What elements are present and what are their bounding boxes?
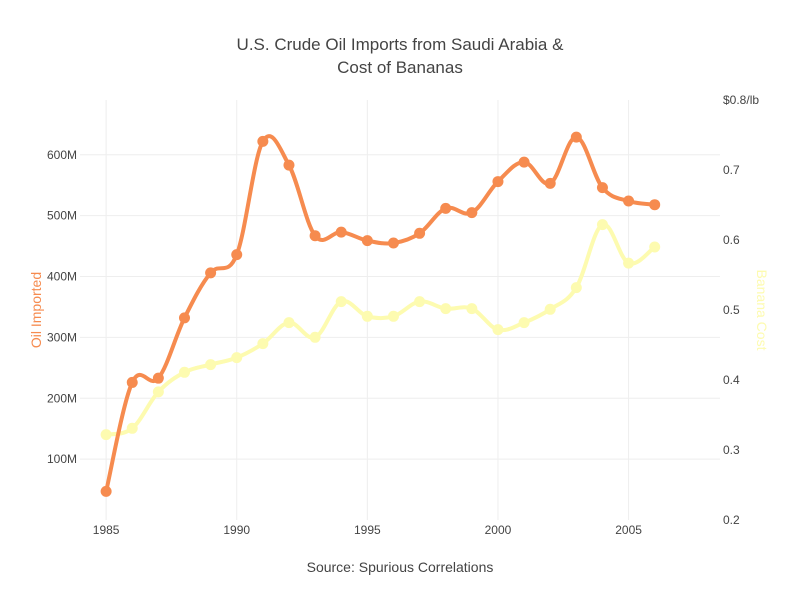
y-right-tick-label: 0.2 [723,513,740,527]
chart-title-line-2: Cost of Bananas [337,58,463,77]
series-banana-cost [100,219,661,441]
data-point[interactable] [414,227,426,239]
y-left-tick-label: 600M [47,148,77,162]
x-tick-label: 2005 [615,523,642,537]
y-right-tick-label: 0.4 [723,373,740,387]
y-axis-right-ticks: 0.2 0.3 0.4 0.5 0.6 0.7 $0.8/lb [723,93,759,527]
data-point[interactable] [231,249,243,261]
data-point[interactable] [100,429,112,441]
data-point[interactable] [414,296,426,308]
data-point[interactable] [518,156,530,168]
data-point[interactable] [387,310,399,322]
x-tick-label: 1995 [354,523,381,537]
data-point[interactable] [649,241,661,253]
data-point[interactable] [126,376,138,388]
series-line [104,134,657,494]
grid [80,100,720,520]
data-point[interactable] [623,257,635,269]
data-point[interactable] [544,177,556,189]
x-axis-ticks: 1985 1990 1995 2000 2005 [93,523,642,537]
data-point[interactable] [440,303,452,315]
y-left-tick-label: 200M [47,391,77,405]
data-point[interactable] [518,317,530,329]
x-tick-label: 1985 [93,523,120,537]
chart-title-line-1: U.S. Crude Oil Imports from Saudi Arabia… [237,35,565,54]
data-point[interactable] [570,131,582,143]
data-point[interactable] [596,182,608,194]
data-point[interactable] [257,135,269,147]
y-right-tick-label: 0.3 [723,443,740,457]
y-axis-right-title: Banana Cost [754,270,770,351]
data-point[interactable] [205,267,217,279]
y-axis-left-ticks: 100M 200M 300M 400M 500M 600M [47,148,77,466]
data-point[interactable] [257,338,269,350]
data-point[interactable] [335,226,347,238]
data-point[interactable] [335,296,347,308]
data-point[interactable] [544,303,556,315]
data-point[interactable] [178,312,190,324]
series-line [104,222,657,437]
y-right-tick-label: 0.7 [723,163,740,177]
data-point[interactable] [387,237,399,249]
data-point[interactable] [309,230,321,242]
data-point[interactable] [623,195,635,207]
data-point[interactable] [492,176,504,188]
data-point[interactable] [361,235,373,247]
data-point[interactable] [596,219,608,231]
y-left-tick-label: 500M [47,209,77,223]
y-left-tick-label: 400M [47,270,77,284]
y-left-tick-label: 300M [47,330,77,344]
data-point[interactable] [466,207,478,219]
data-point[interactable] [126,422,138,434]
data-point[interactable] [152,372,164,384]
y-left-tick-label: 100M [47,452,77,466]
y-right-tick-label: $0.8/lb [723,93,759,107]
data-point[interactable] [152,386,164,398]
data-point[interactable] [570,282,582,294]
y-axis-left-title: Oil Imported [28,272,44,348]
data-point[interactable] [231,352,243,364]
data-point[interactable] [283,159,295,171]
data-point[interactable] [283,317,295,329]
x-tick-label: 1990 [223,523,250,537]
x-tick-label: 2000 [485,523,512,537]
data-point[interactable] [440,202,452,214]
y-right-tick-label: 0.6 [723,233,740,247]
data-point[interactable] [100,485,112,497]
data-point[interactable] [361,310,373,322]
series [100,131,661,497]
series-oil-imported [100,131,661,497]
source-caption: Source: Spurious Correlations [307,559,494,575]
chart-title: U.S. Crude Oil Imports from Saudi Arabia… [237,35,565,77]
data-point[interactable] [492,324,504,336]
y-right-tick-label: 0.5 [723,303,740,317]
data-point[interactable] [649,199,661,211]
data-point[interactable] [178,366,190,378]
data-point[interactable] [466,303,478,315]
data-point[interactable] [309,331,321,343]
data-point[interactable] [205,359,217,371]
